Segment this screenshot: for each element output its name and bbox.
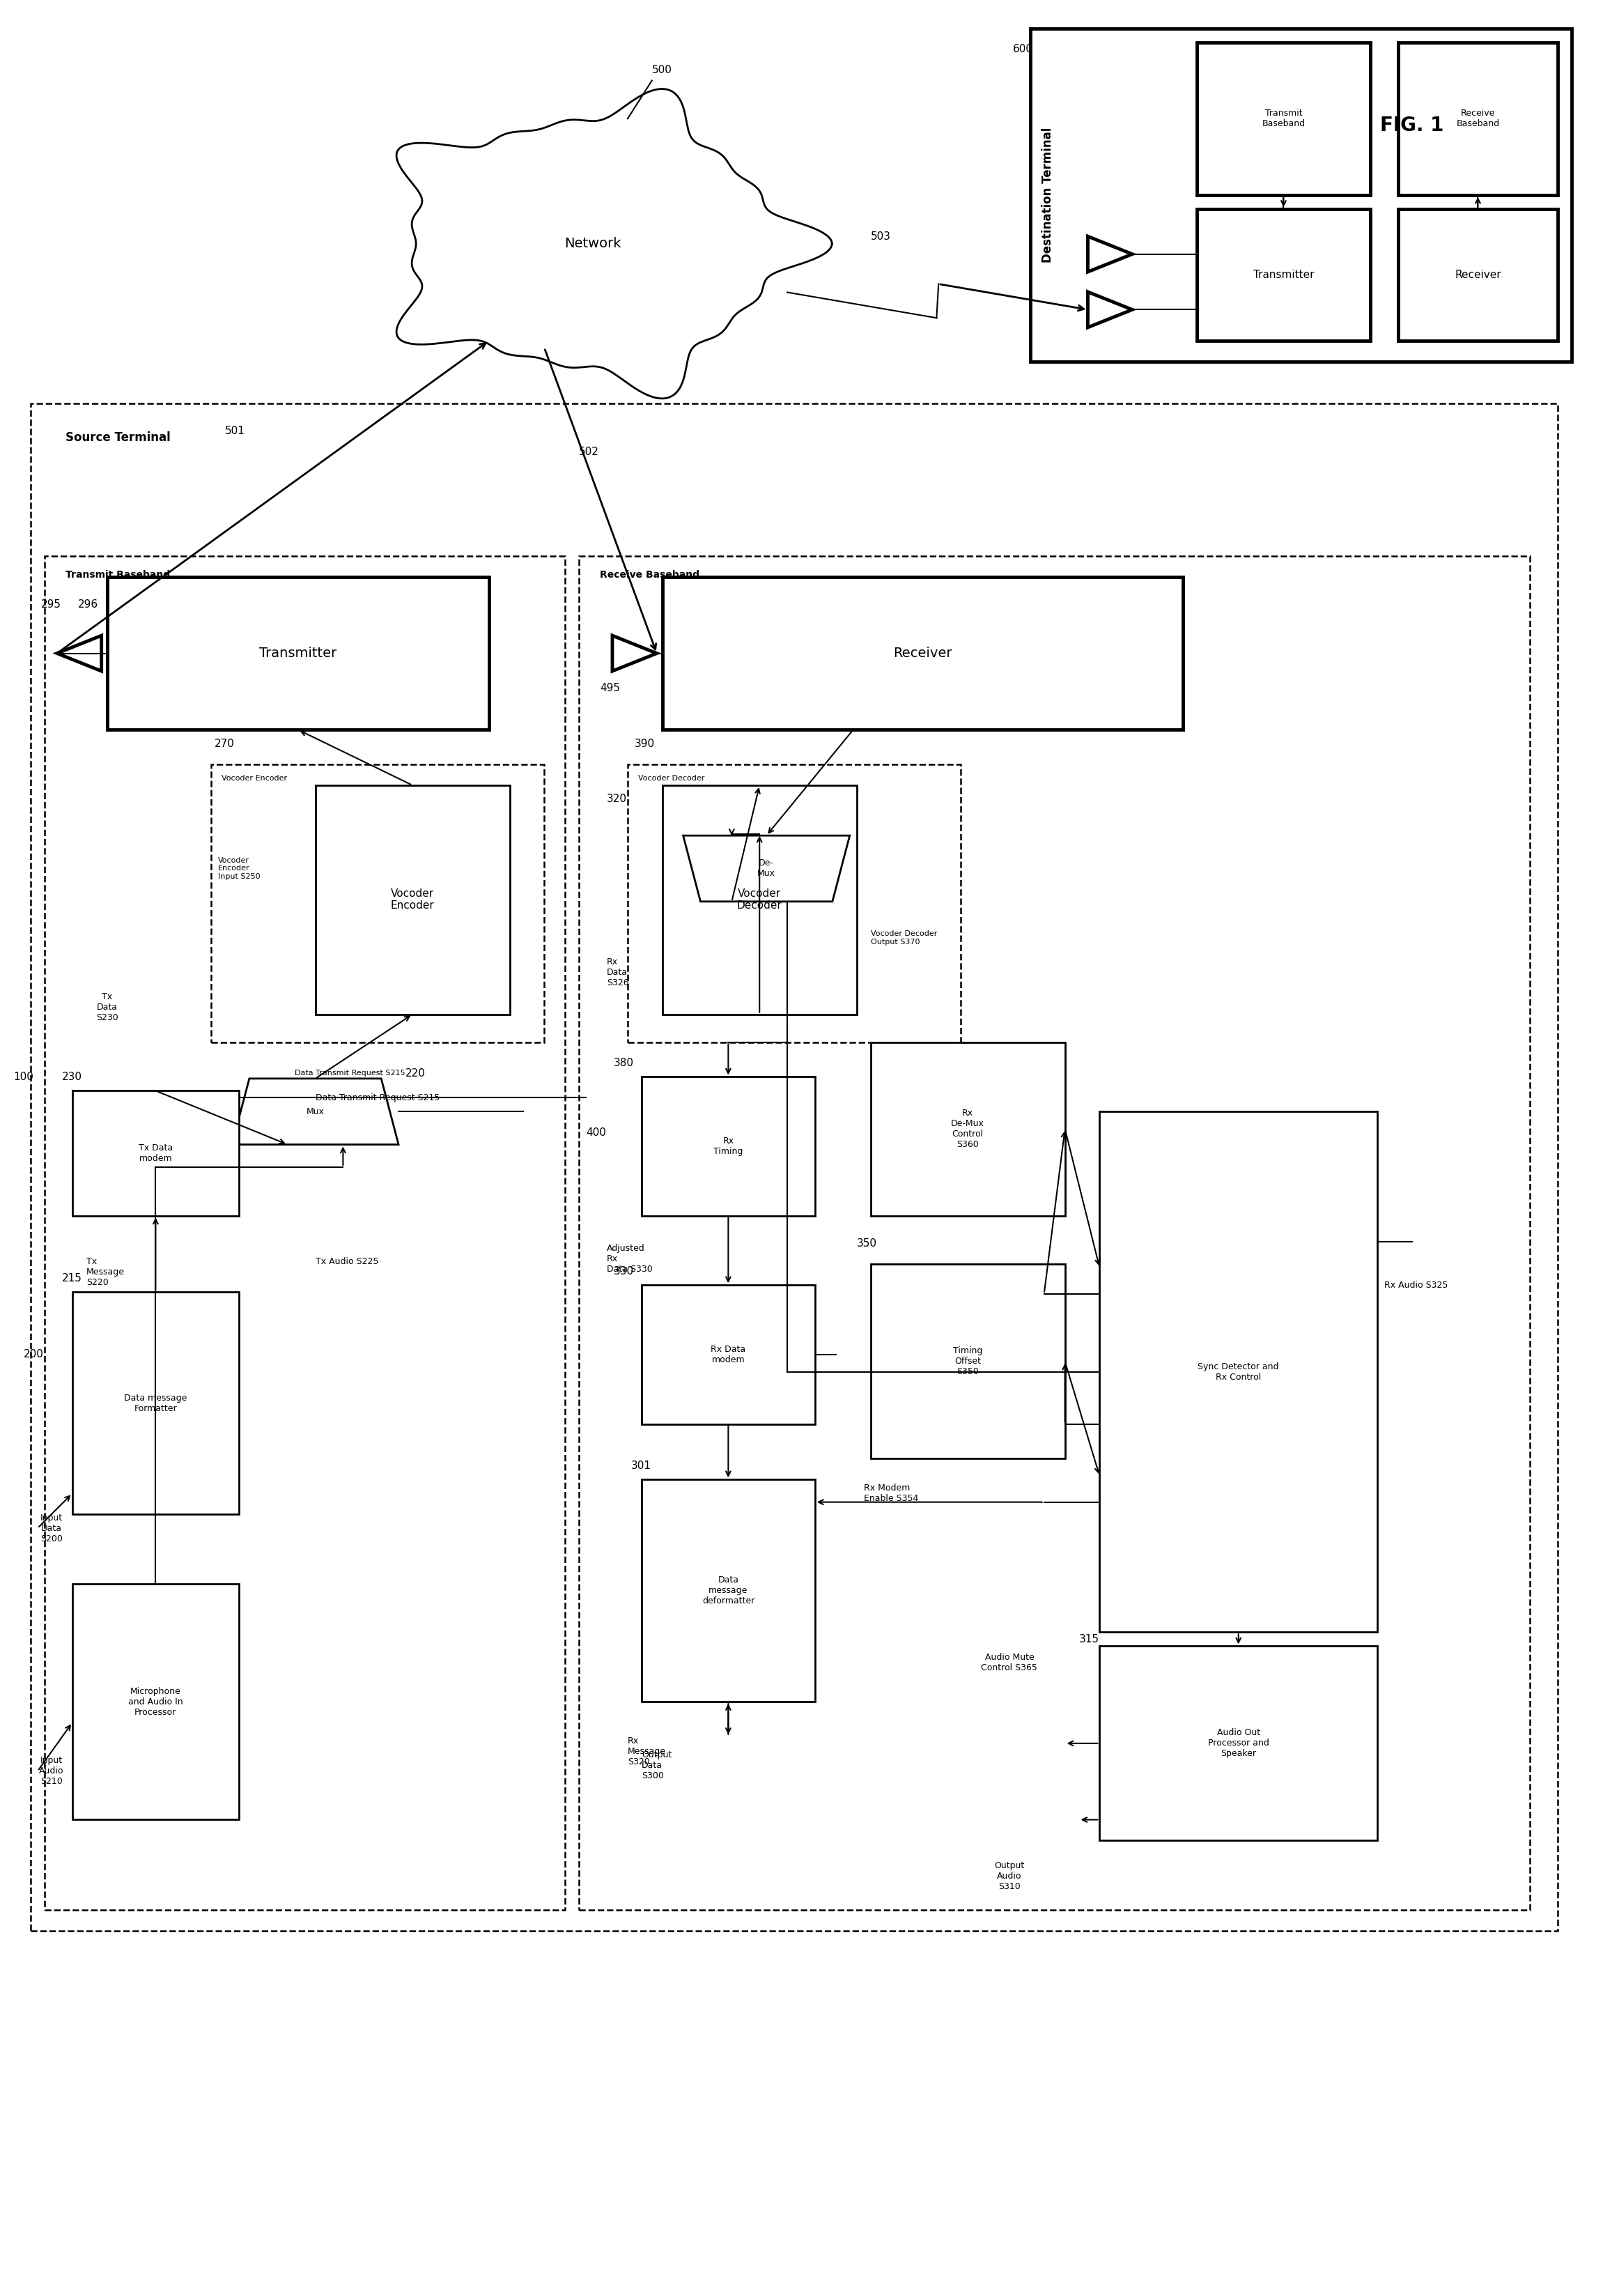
Text: 501: 501 — [224, 427, 245, 436]
Text: Sync Detector and
Rx Control: Sync Detector and Rx Control — [1197, 1362, 1279, 1382]
Text: Audio Out
Processor and
Speaker: Audio Out Processor and Speaker — [1207, 1729, 1270, 1759]
Bar — [870, 1265, 1064, 1458]
Text: 301: 301 — [632, 1460, 651, 1472]
Bar — [628, 765, 960, 1042]
Text: Adjusted
Rx
Data S330: Adjusted Rx Data S330 — [608, 1244, 652, 1274]
Text: Vocoder
Decoder: Vocoder Decoder — [737, 889, 782, 912]
Text: Tx Audio S225: Tx Audio S225 — [316, 1258, 378, 1267]
Bar — [45, 556, 566, 1910]
Text: Tx Data
modem: Tx Data modem — [138, 1143, 173, 1164]
Bar — [107, 576, 489, 730]
Text: Transmitter: Transmitter — [1254, 269, 1314, 280]
Bar — [1100, 1646, 1377, 1841]
Text: Receiver: Receiver — [1456, 269, 1500, 280]
Bar — [1100, 1111, 1377, 1632]
Text: Data Transmit Request S215: Data Transmit Request S215 — [316, 1093, 439, 1102]
Text: Vocoder
Encoder
Input S250: Vocoder Encoder Input S250 — [218, 856, 260, 879]
Text: Microphone
and Audio In
Processor: Microphone and Audio In Processor — [128, 1688, 183, 1717]
Text: 350: 350 — [856, 1238, 877, 1249]
Text: Tx
Message
S220: Tx Message S220 — [87, 1258, 125, 1288]
Text: De-
Mux: De- Mux — [757, 859, 776, 879]
Text: Audio Mute
Control S365: Audio Mute Control S365 — [981, 1653, 1037, 1671]
Text: 600: 600 — [1013, 44, 1034, 55]
Text: Vocoder Encoder: Vocoder Encoder — [221, 774, 287, 781]
Bar — [579, 556, 1529, 1910]
Text: Rx
Message
S320: Rx Message S320 — [628, 1736, 665, 1766]
Text: 315: 315 — [1079, 1635, 1100, 1644]
Text: 100: 100 — [13, 1072, 34, 1081]
Text: Vocoder
Encoder: Vocoder Encoder — [391, 889, 434, 912]
Text: 230: 230 — [63, 1072, 82, 1081]
Bar — [641, 1479, 814, 1701]
Bar — [1197, 209, 1371, 340]
Bar — [316, 785, 510, 1015]
Text: 500: 500 — [652, 64, 672, 76]
Bar — [641, 1077, 814, 1215]
Text: 502: 502 — [579, 448, 600, 457]
Text: Rx Data
modem: Rx Data modem — [710, 1345, 745, 1364]
Bar — [870, 1042, 1064, 1215]
Text: 320: 320 — [608, 794, 627, 804]
Text: Data
message
deformatter: Data message deformatter — [702, 1575, 755, 1605]
Text: Tx
Data
S230: Tx Data S230 — [96, 992, 119, 1022]
Text: Rx
Data
S326: Rx Data S326 — [608, 957, 628, 987]
Text: Vocoder Decoder: Vocoder Decoder — [638, 774, 704, 781]
Text: Receiver: Receiver — [893, 647, 952, 659]
Text: 215: 215 — [63, 1272, 82, 1283]
Text: 200: 200 — [24, 1350, 43, 1359]
Bar — [662, 785, 856, 1015]
Text: 220: 220 — [406, 1068, 426, 1079]
Text: 270: 270 — [215, 739, 234, 748]
Bar — [72, 1091, 239, 1215]
Text: Data message
Formatter: Data message Formatter — [123, 1394, 188, 1412]
Text: 380: 380 — [614, 1058, 633, 1068]
Text: Input
Audio
S210: Input Audio S210 — [38, 1756, 64, 1786]
Text: Transmit
Baseband: Transmit Baseband — [1262, 108, 1305, 129]
Text: 296: 296 — [79, 599, 98, 611]
Text: Input
Data
S200: Input Data S200 — [40, 1513, 63, 1543]
Bar — [30, 404, 1558, 1931]
Text: Transmit Baseband: Transmit Baseband — [66, 569, 170, 581]
Text: 400: 400 — [587, 1127, 606, 1137]
Text: 503: 503 — [870, 232, 891, 241]
Text: Data Transmit Request S215: Data Transmit Request S215 — [295, 1070, 406, 1077]
Bar — [72, 1293, 239, 1515]
Bar — [1197, 41, 1371, 195]
Text: Output
Data
S300: Output Data S300 — [641, 1750, 672, 1779]
Text: Receive Baseband: Receive Baseband — [600, 569, 699, 581]
Text: FIG. 1: FIG. 1 — [1380, 115, 1444, 135]
Bar — [72, 1584, 239, 1821]
Bar — [1398, 41, 1558, 195]
Bar — [641, 1286, 814, 1424]
Bar — [662, 576, 1183, 730]
Text: Rx
Timing: Rx Timing — [713, 1137, 744, 1155]
Text: Rx Audio S325: Rx Audio S325 — [1385, 1281, 1448, 1290]
Text: 495: 495 — [600, 682, 620, 693]
Text: Rx Modem
Enable S354: Rx Modem Enable S354 — [864, 1483, 919, 1504]
Text: Rx
De-Mux
Control
S360: Rx De-Mux Control S360 — [951, 1109, 984, 1148]
Bar — [212, 765, 545, 1042]
Bar — [1031, 28, 1571, 363]
Text: Transmitter: Transmitter — [260, 647, 337, 659]
Text: Source Terminal: Source Terminal — [66, 432, 170, 443]
Text: Network: Network — [564, 236, 622, 250]
Text: Timing
Offset
S350: Timing Offset S350 — [954, 1345, 983, 1378]
Text: 330: 330 — [614, 1265, 635, 1277]
Text: Mux: Mux — [306, 1107, 324, 1116]
Text: Receive
Baseband: Receive Baseband — [1456, 108, 1499, 129]
Text: Output
Audio
S310: Output Audio S310 — [994, 1862, 1024, 1892]
Text: Vocoder Decoder
Output S370: Vocoder Decoder Output S370 — [870, 930, 938, 946]
Text: 295: 295 — [42, 599, 61, 611]
Bar — [1398, 209, 1558, 340]
Text: Destination Terminal: Destination Terminal — [1042, 126, 1053, 262]
Text: 390: 390 — [635, 739, 656, 748]
